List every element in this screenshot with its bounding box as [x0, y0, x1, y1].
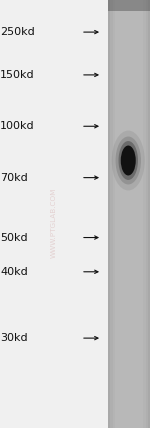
Text: 100kd: 100kd [0, 121, 35, 131]
Text: 50kd: 50kd [0, 232, 28, 243]
Text: 150kd: 150kd [0, 70, 35, 80]
Text: 30kd: 30kd [0, 333, 28, 343]
Bar [143, 0, 150, 428]
Text: 250kd: 250kd [0, 27, 35, 37]
Bar [108, 0, 150, 11]
Text: 70kd: 70kd [0, 172, 28, 183]
Bar [148, 0, 150, 428]
Bar [108, 0, 150, 428]
Ellipse shape [112, 131, 145, 190]
Ellipse shape [118, 141, 138, 180]
Bar [146, 0, 150, 428]
Bar [108, 0, 115, 428]
Bar [108, 0, 110, 428]
Bar [108, 0, 112, 428]
Text: 40kd: 40kd [0, 267, 28, 277]
Ellipse shape [121, 146, 136, 175]
Text: WWW.PTGLAB.COM: WWW.PTGLAB.COM [51, 187, 57, 258]
Ellipse shape [116, 137, 141, 184]
